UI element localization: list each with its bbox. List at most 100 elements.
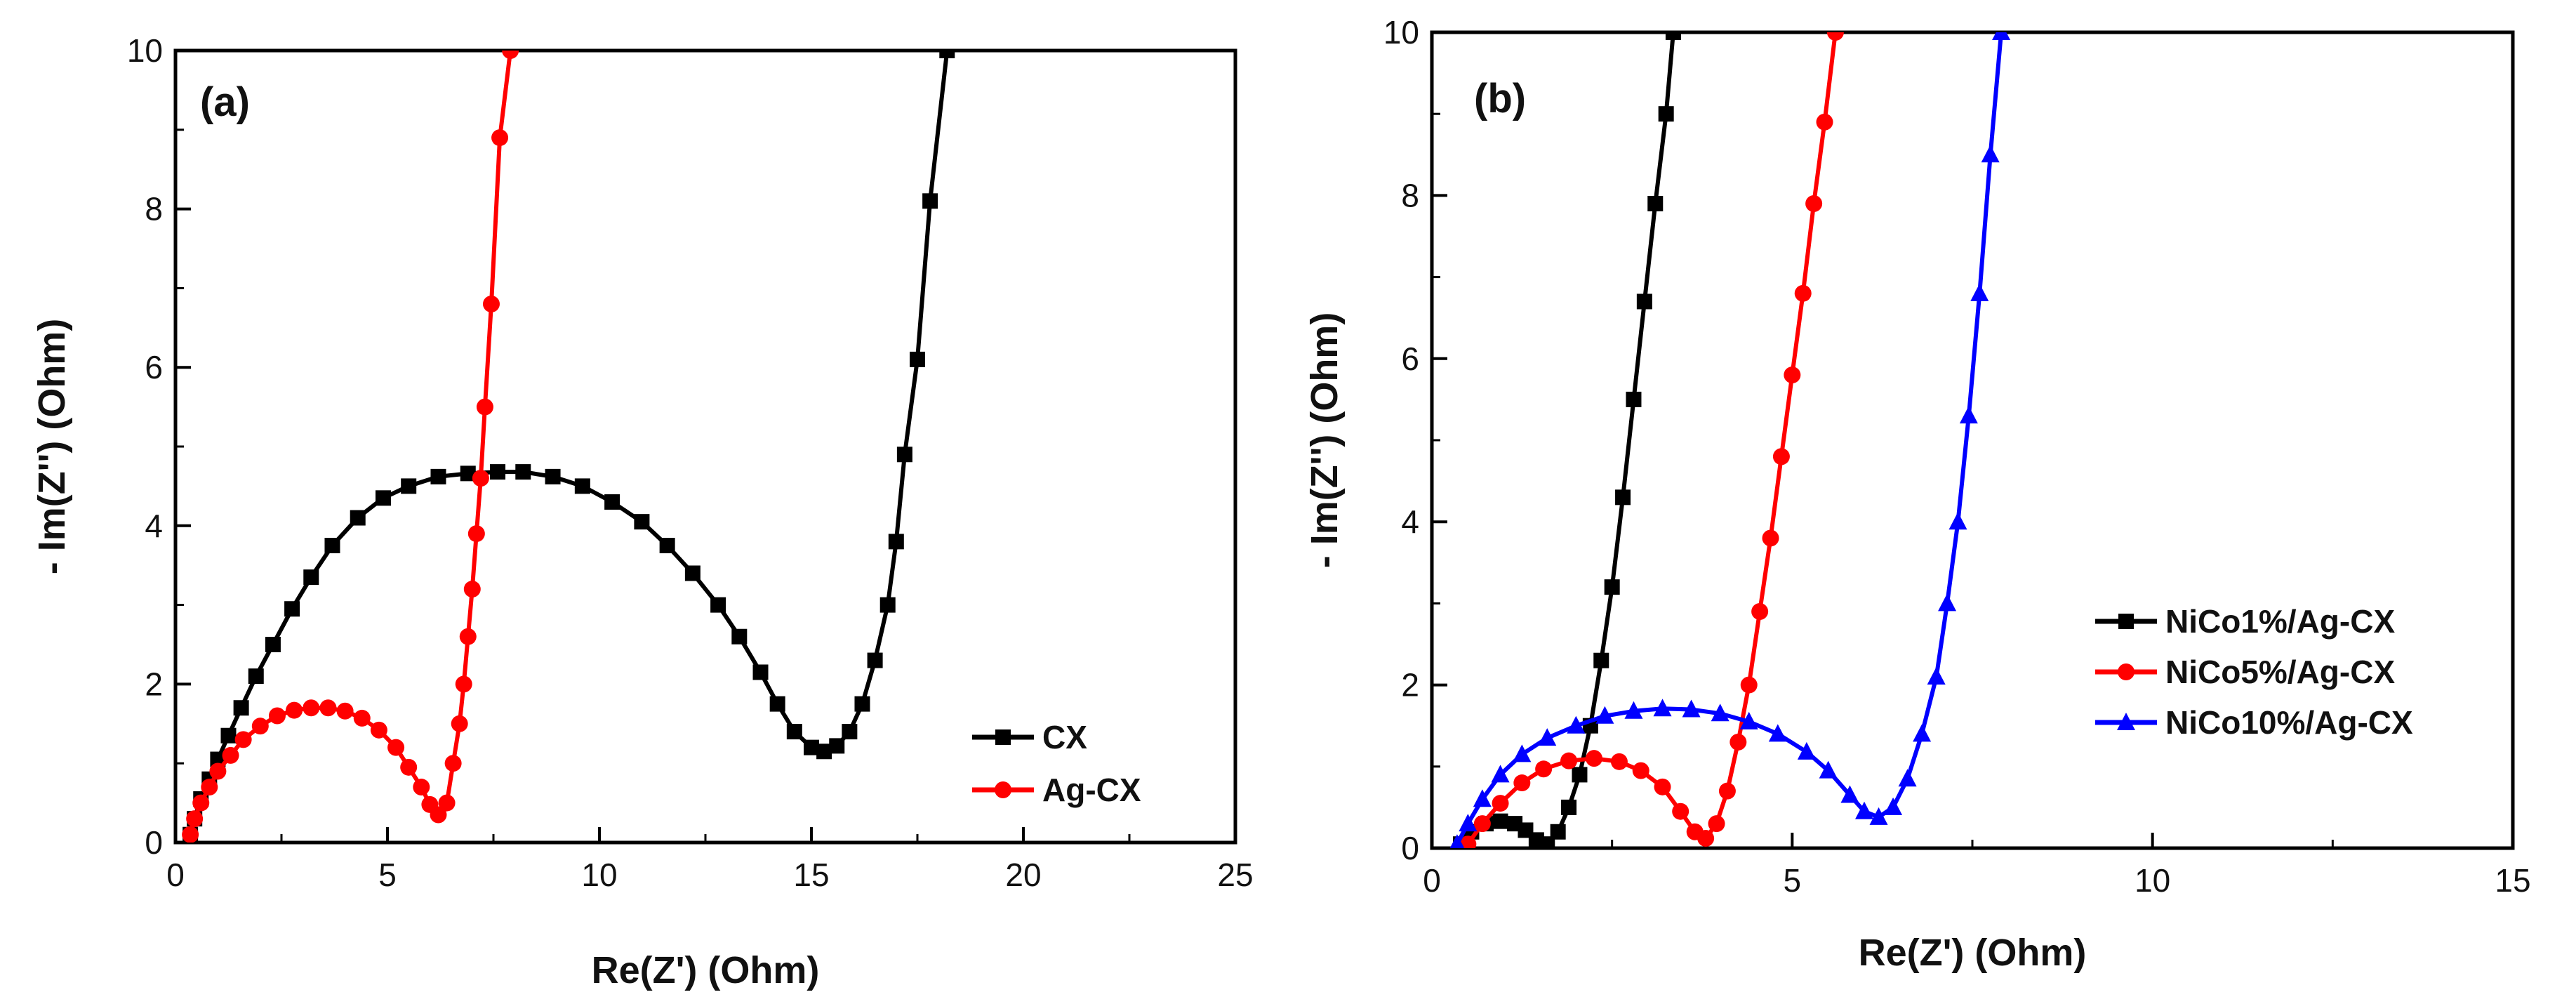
data-point-nico10-ag-cx [1981,145,2000,163]
y-tick-label: 2 [145,666,163,702]
series-b [1449,32,2011,848]
data-point-ag-cx [459,628,477,645]
data-point-cx [490,464,506,480]
data-point-nico10-ag-cx [1711,704,1729,722]
series-line-nico5-ag-cx [1466,32,1838,845]
data-point-ag-cx [234,731,252,748]
x-tick-label: 5 [1784,862,1802,899]
data-point-nico10-ag-cx [1538,728,1557,746]
data-point-nico1-ag-cx [1604,579,1620,595]
data-point-nico10-ag-cx [1840,785,1859,803]
data-point-nico5-ag-cx [1751,603,1769,621]
data-point-ag-cx [482,295,500,312]
y-tick-label: 4 [145,508,163,544]
data-point-ag-cx [209,762,227,780]
data-point-nico5-ag-cx [1772,448,1790,465]
data-point-nico10-ag-cx [1938,593,1957,612]
data-point-nico1-ag-cx [1658,106,1674,122]
y-tick-label: 4 [1401,503,1419,540]
data-point-cx [401,478,417,494]
data-point-nico10-ag-cx [1970,283,1989,301]
legend-marker-cx [995,729,1011,745]
data-point-cx [659,538,675,553]
data-point-ag-cx [353,709,371,727]
data-point-ag-cx [319,699,337,717]
y-tick-label: 10 [1383,14,1419,51]
data-point-cx [879,597,896,613]
data-point-nico10-ag-cx [1898,769,1917,787]
data-point-nico10-ag-cx [1869,807,1888,825]
legend-marker-ag-cx [995,781,1011,798]
data-point-ag-cx [476,398,493,416]
data-point-ag-cx [444,755,462,772]
data-point-cx [324,538,340,553]
legend-b: NiCo1%/Ag-CX NiCo5%/Ag-CX NiCo10%/Ag-CX [2095,603,2413,741]
data-point-cx [731,628,748,645]
data-point-ag-cx [491,129,509,147]
data-point-cx [430,468,446,484]
data-point-nico10-ag-cx [1491,765,1510,783]
data-point-cx [515,464,531,480]
legend-label-ag-cx: Ag-CX [1042,772,1141,808]
data-point-nico5-ag-cx [1672,802,1689,820]
data-point-cx [867,652,883,668]
x-tick-label: 5 [378,857,397,893]
data-point-cx [922,193,938,209]
data-point-cx [634,514,650,530]
y-tick-label: 0 [1401,830,1419,866]
data-point-nico10-ag-cx [1797,741,1816,760]
data-point-cx [804,739,819,755]
panel-b: 0 5 10 15 0 2 4 6 8 10 (b) Re(Z') (Ohm) - Im(Z'')… [1303,14,2531,974]
x-tick-label: 25 [1217,857,1253,893]
data-point-nico5-ag-cx [1492,795,1509,812]
data-point-nico5-ag-cx [1826,32,1844,41]
x-tick-label: 20 [1005,857,1041,893]
data-point-nico5-ag-cx [1654,778,1671,795]
x-tick-label: 0 [166,857,185,893]
data-point-ag-cx [192,794,210,812]
y-axis-title-b: - Im(Z'') (Ohm) [1303,312,1346,569]
legend-a: CX Ag-CX [972,719,1141,808]
data-point-cx [284,601,300,617]
data-point-nico10-ag-cx [1459,814,1478,832]
data-point-nico5-ag-cx [1535,760,1553,778]
data-point-ag-cx [370,721,387,739]
legend-marker-nico1-ag-cx [2118,614,2134,629]
y-tick-label: 10 [127,32,163,69]
data-point-cx [710,597,726,613]
data-point-cx [829,738,845,754]
data-point-ag-cx [268,707,286,725]
series-a [182,51,955,843]
x-tick-label: 10 [2135,862,2170,899]
data-point-nico5-ag-cx [1718,782,1736,800]
data-point-ag-cx [387,739,405,756]
data-point-ag-cx [467,525,485,543]
panel-a: 0 5 10 15 20 25 0 2 4 6 8 10 (a) Re(Z') (Ohm) - Im(… [31,32,1254,991]
data-point-nico10-ag-cx [1595,706,1614,724]
data-point-nico10-ag-cx [1992,32,2011,40]
data-point-nico1-ag-cx [1593,652,1609,668]
x-tick-label: 10 [581,857,617,893]
series-line-cx [188,51,950,835]
data-point-nico10-ag-cx [1913,724,1932,742]
data-point-nico5-ag-cx [1632,762,1649,779]
data-point-cx [604,494,620,510]
data-point-ag-cx [400,758,418,776]
data-point-ag-cx [186,810,204,828]
data-point-ag-cx [182,826,199,843]
x-axis-title-a: Re(Z') (Ohm) [592,949,820,991]
data-point-ag-cx [438,794,456,812]
data-point-cx [896,447,912,463]
data-point-cx [248,668,264,685]
data-point-nico5-ag-cx [1784,366,1801,384]
data-point-cx [816,744,832,760]
legend-label-nico5-ag-cx: NiCo5%/Ag-CX [2165,654,2395,690]
y-tick-label: 8 [145,191,163,227]
data-point-nico10-ag-cx [1768,724,1787,742]
data-point-nico10-ag-cx [1959,406,1978,424]
data-point-cx [752,664,769,680]
data-point-nico5-ag-cx [1805,195,1823,213]
data-point-ag-cx [336,702,354,720]
data-point-nico10-ag-cx [1682,699,1701,718]
data-point-ag-cx [502,51,519,59]
